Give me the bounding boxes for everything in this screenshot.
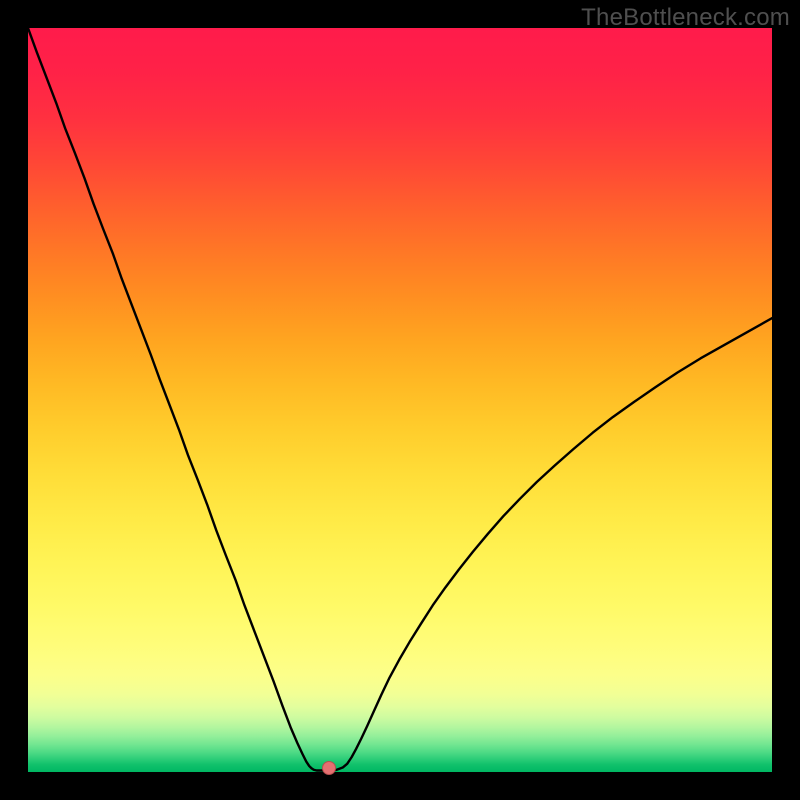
curve-layer [28,28,772,772]
bottleneck-marker [322,761,336,775]
watermark-text: TheBottleneck.com [581,4,790,32]
bottleneck-curve [28,28,772,771]
plot-frame [28,28,772,772]
